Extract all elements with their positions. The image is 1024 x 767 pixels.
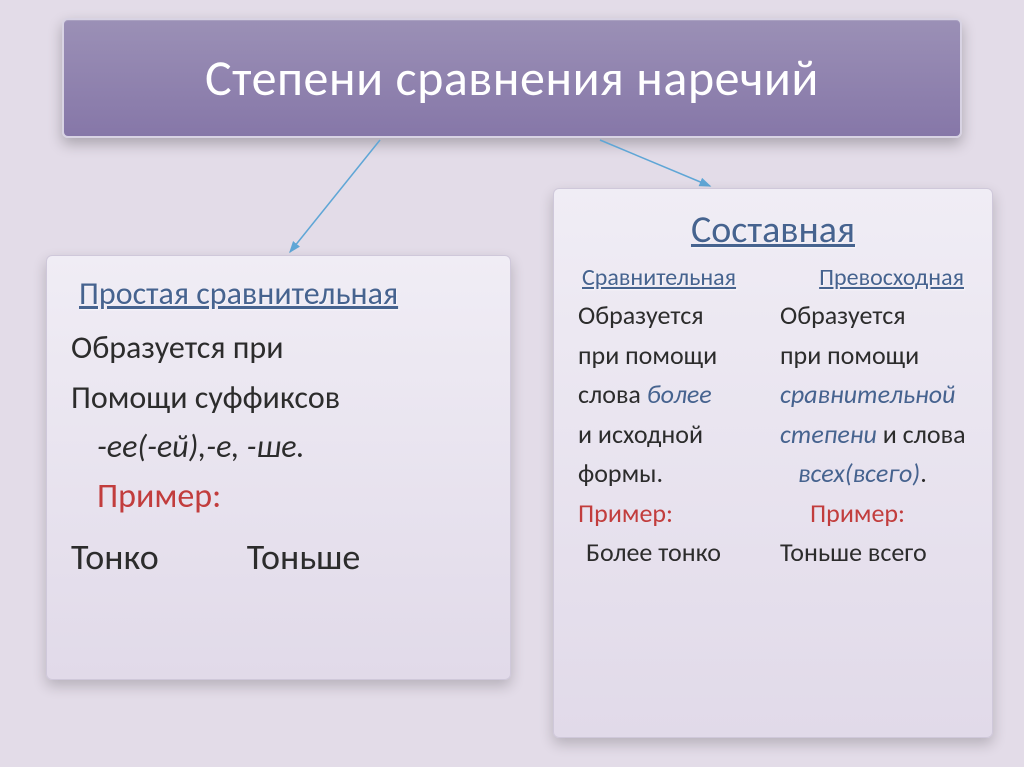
c2-l3: сравнительной — [780, 375, 968, 415]
heading-simple: Простая сравнительная — [79, 274, 486, 313]
c2-l5: всех(всего). — [798, 454, 968, 494]
example-from: Тонко — [71, 535, 159, 579]
c1-ex-value: Более тонко — [586, 533, 766, 573]
left-line2a: Помощи суффиксов — [71, 373, 486, 423]
example-arrow-gap — [159, 560, 247, 561]
c1-l2: при помощи — [578, 336, 766, 376]
title-text: Степени сравнения наречий — [205, 48, 819, 109]
col-superlative: Образуется при помощи сравнительной степ… — [780, 296, 968, 573]
panel-compound: Составная Сравнительная Превосходная Обр… — [553, 188, 993, 738]
c2-ex-value: Тоньше всего — [780, 533, 968, 573]
left-suffixes: -ее(-ей),-е, -ше. — [97, 422, 486, 472]
c2-l4: степени и слова — [780, 415, 968, 455]
sub-superlative: Превосходная — [819, 263, 964, 292]
sub-comparative: Сравнительная — [582, 263, 736, 292]
c1-l4: и исходной — [578, 415, 766, 455]
left-example-row: Тонко Тоньше — [71, 535, 486, 579]
c1-ex-label: Пример: — [578, 494, 766, 534]
c1-l5: формы. — [578, 454, 766, 494]
panel-simple-comparative: Простая сравнительная Образуется при Пом… — [46, 255, 511, 680]
compound-subheadings: Сравнительная Превосходная — [578, 263, 968, 292]
col-comparative: Образуется при помощи слова более и исхо… — [578, 296, 766, 573]
heading-compound: Составная — [578, 207, 968, 253]
left-example-label: Пример: — [97, 476, 486, 517]
c2-l1: Образуется — [780, 296, 968, 336]
left-line1: Образуется при — [71, 323, 486, 373]
c2-ex-label: Пример: — [810, 494, 968, 534]
c1-l3: слова более — [578, 375, 766, 415]
title-box: Степени сравнения наречий — [62, 18, 962, 138]
compound-columns: Образуется при помощи слова более и исхо… — [578, 296, 968, 573]
example-to: Тоньше — [247, 535, 361, 579]
c1-l1: Образуется — [578, 296, 766, 336]
c2-l2: при помощи — [780, 336, 968, 376]
